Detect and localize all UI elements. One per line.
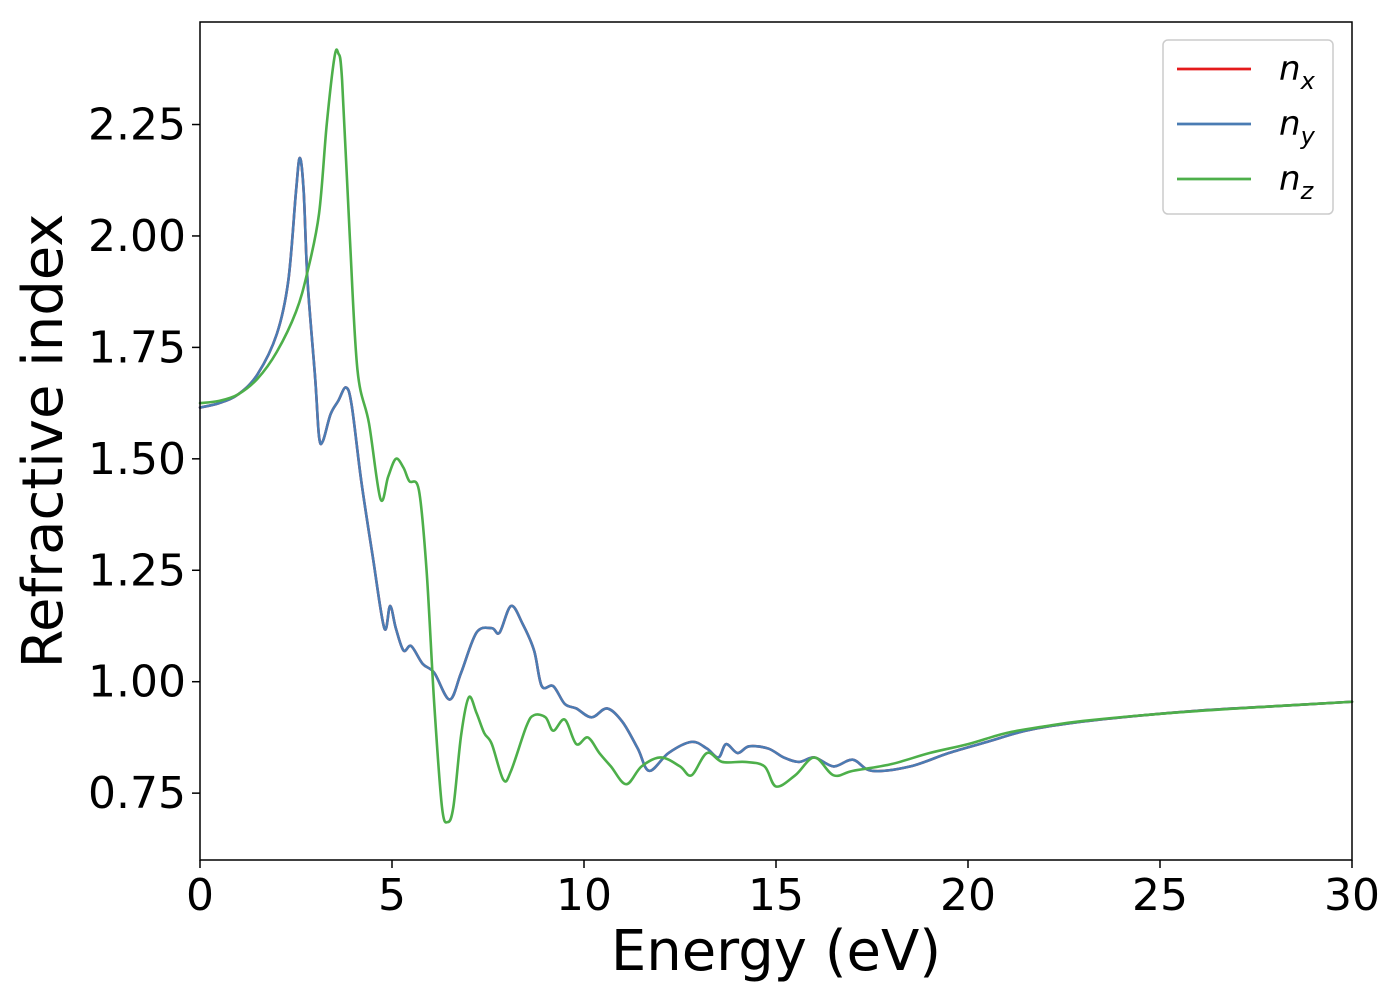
x-tick-label: 20 xyxy=(940,870,996,921)
y-tick-label: 1.00 xyxy=(88,657,186,708)
series-line-ny xyxy=(198,156,1354,773)
legend-label-nz: nz xyxy=(1279,159,1315,205)
y-axis-ticks: 0.75 1.00 1.25 1.50 1.75 2.00 2.25 xyxy=(88,100,200,819)
y-tick-label: 1.25 xyxy=(88,545,186,596)
series-layer xyxy=(198,48,1354,824)
series-line-nz xyxy=(198,48,1354,824)
legend-label-nx: nx xyxy=(1279,49,1316,95)
y-axis-label: Refractive index xyxy=(11,214,76,669)
y-tick-label: 0.75 xyxy=(88,768,186,819)
x-tick-label: 25 xyxy=(1132,870,1188,921)
y-tick-label: 1.50 xyxy=(88,434,186,485)
legend-label-ny: ny xyxy=(1279,104,1316,150)
plot-area xyxy=(198,48,1354,824)
y-tick-label: 1.75 xyxy=(88,322,186,373)
legend: nx ny nz xyxy=(1162,39,1334,215)
x-axis-label: Energy (eV) xyxy=(611,919,941,984)
legend-box xyxy=(1162,39,1334,215)
x-tick-label: 10 xyxy=(556,870,612,921)
series-line-nx xyxy=(198,156,1354,773)
y-tick-label: 2.00 xyxy=(88,211,186,262)
x-axis-ticks: 0 5 10 15 20 25 30 xyxy=(186,860,1380,921)
y-tick-label: 2.25 xyxy=(88,100,186,151)
x-tick-label: 5 xyxy=(378,870,406,921)
x-tick-label: 30 xyxy=(1324,870,1380,921)
x-tick-label: 0 xyxy=(186,870,214,921)
x-tick-label: 15 xyxy=(748,870,804,921)
